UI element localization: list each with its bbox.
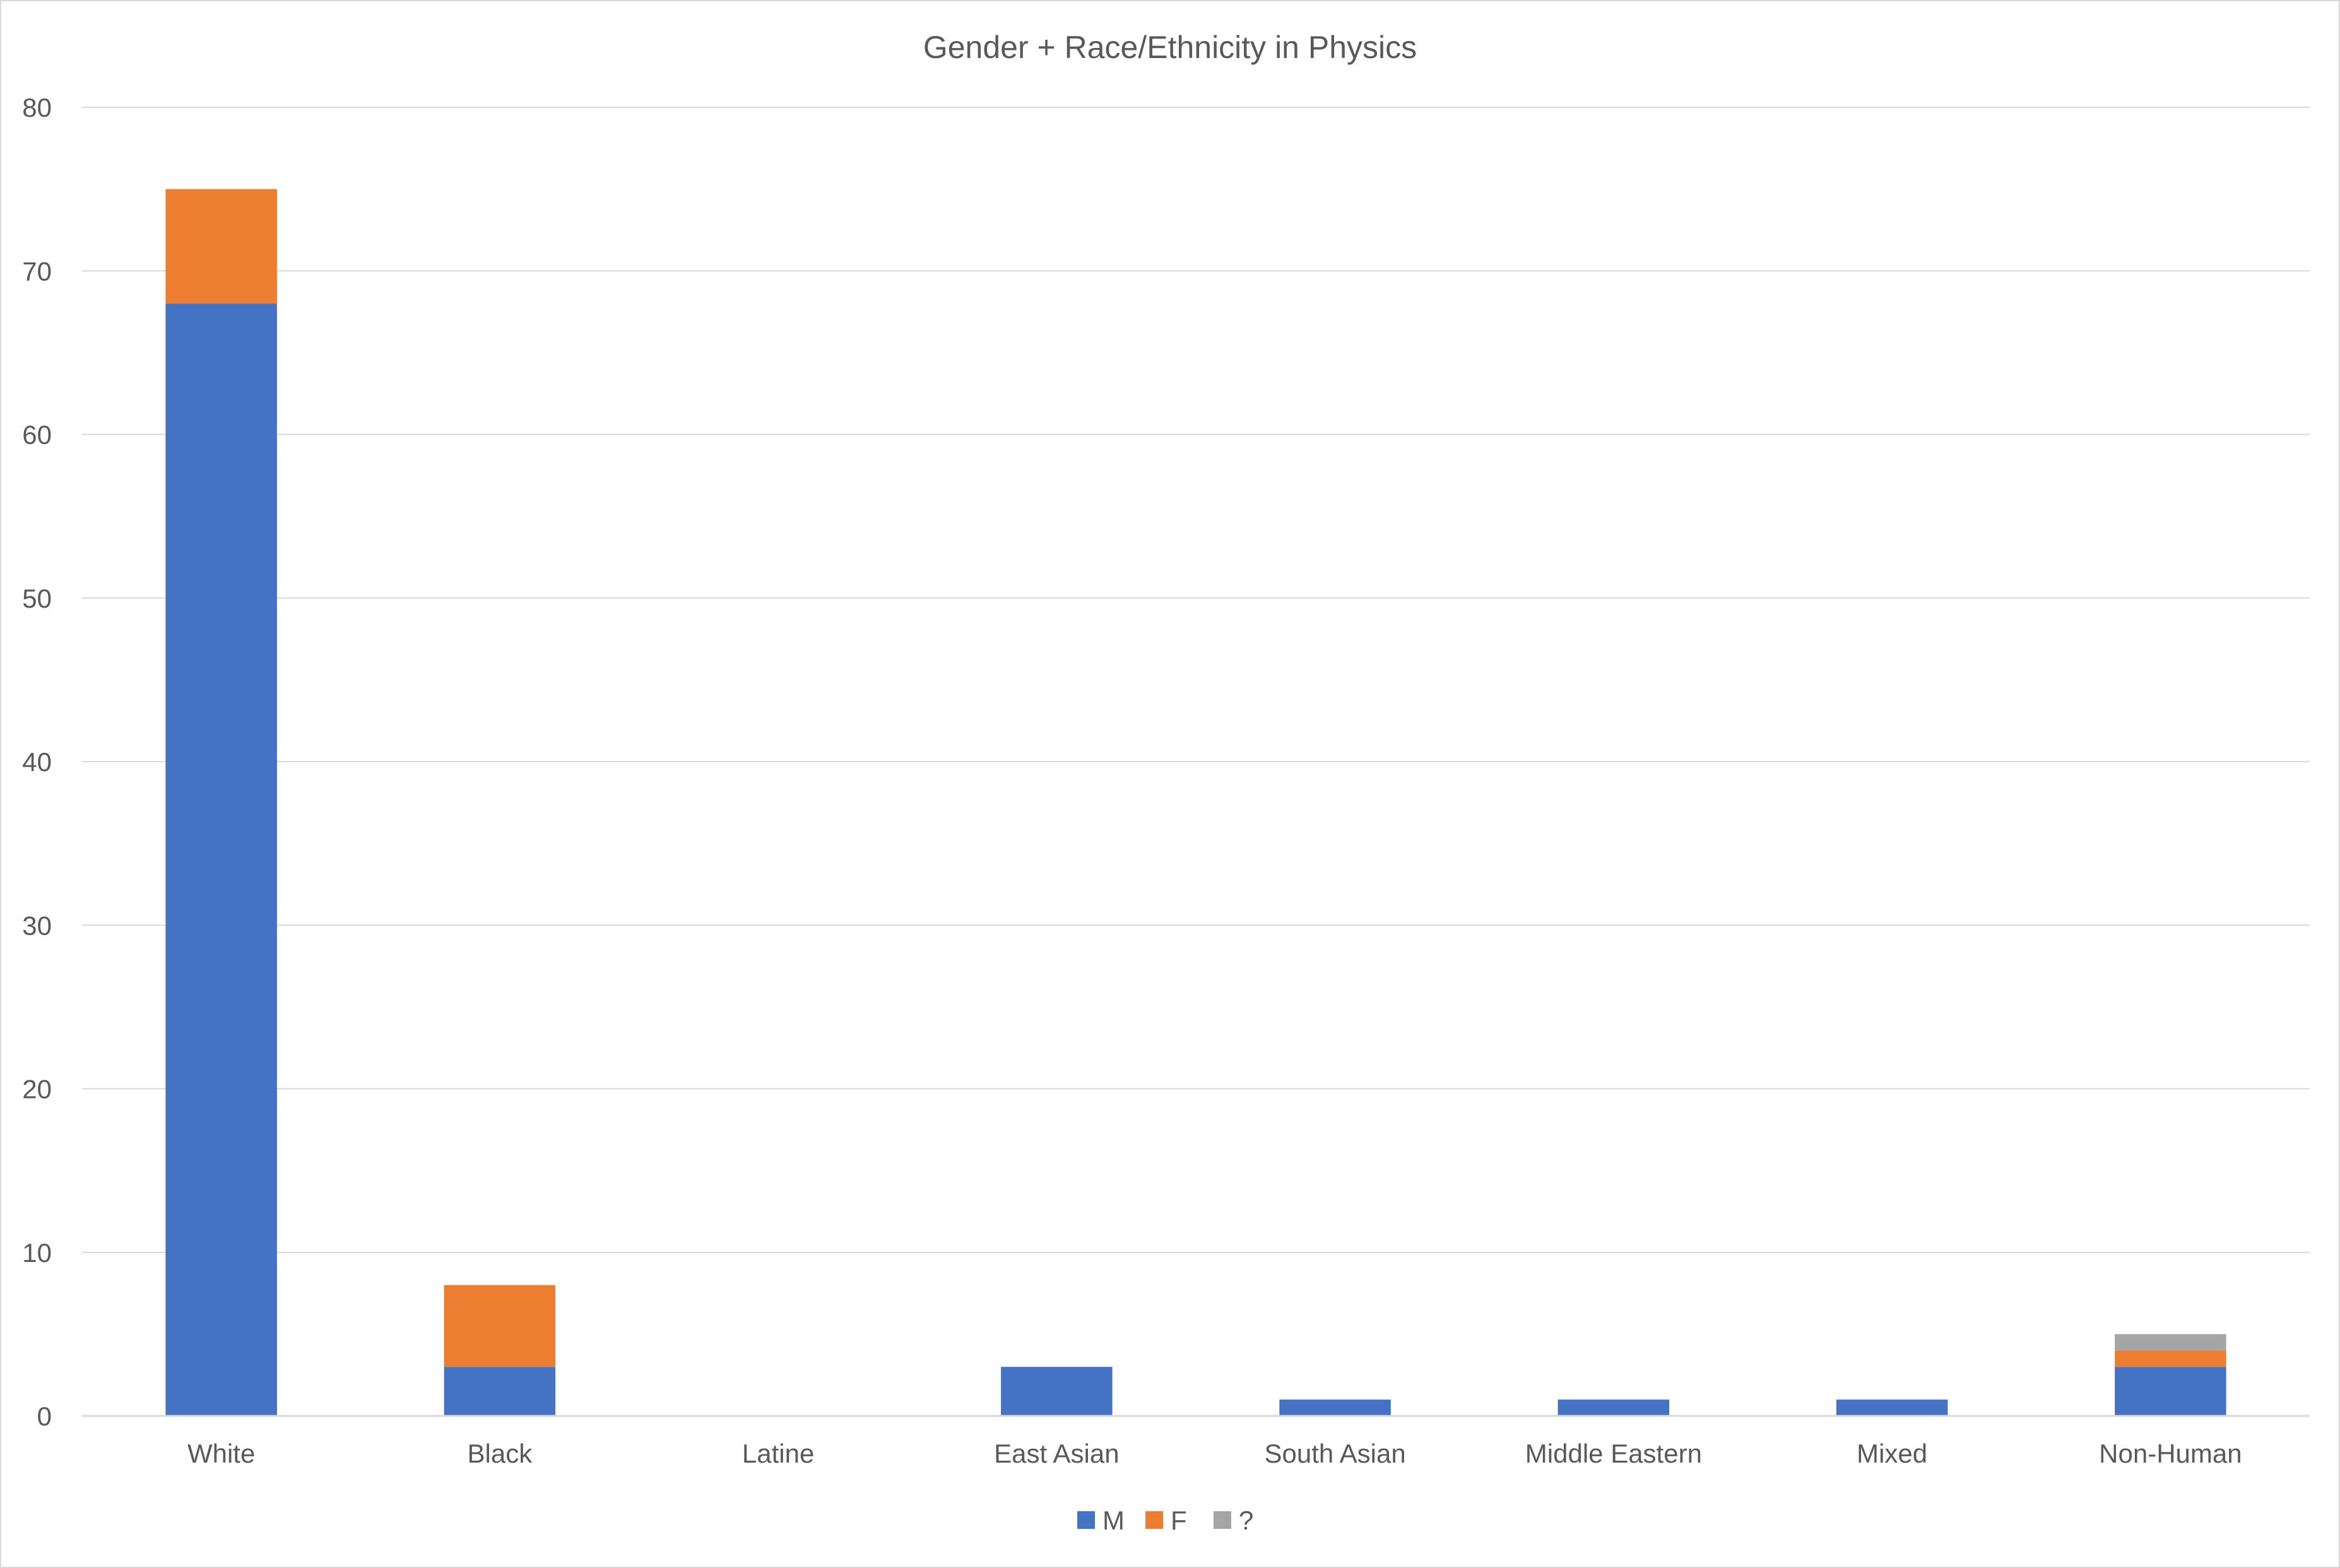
bar-segment: [165, 304, 277, 1417]
y-tick-label: 10: [22, 1238, 52, 1268]
bar-segment: [444, 1367, 556, 1416]
x-category-label: Middle Eastern: [1525, 1439, 1702, 1468]
chart-title: Gender + Race/Ethnicity in Physics: [923, 30, 1417, 65]
y-tick-label: 80: [22, 93, 52, 122]
x-category-label: South Asian: [1265, 1439, 1406, 1468]
legend-label: M: [1102, 1506, 1125, 1535]
bar-segment: [2115, 1367, 2226, 1416]
x-category-label: Black: [468, 1439, 533, 1468]
x-category-label: Non-Human: [2099, 1439, 2242, 1468]
bar-segment: [2115, 1350, 2226, 1367]
y-tick-label: 0: [37, 1401, 52, 1431]
x-axis-labels: White Black Latine East Asian South Asian Mid…: [187, 1439, 2242, 1468]
bar-segment: [1279, 1400, 1391, 1416]
bar-segment: [2115, 1334, 2226, 1351]
legend-label: ?: [1239, 1506, 1253, 1535]
y-tick-label: 20: [22, 1075, 52, 1104]
bar-segment: [1001, 1367, 1113, 1416]
legend-swatch: [1077, 1511, 1095, 1529]
y-axis-ticks: 0 10 20 30 40 50 60 70 80: [22, 93, 52, 1431]
legend-swatch: [1214, 1511, 1231, 1529]
gridlines: [82, 107, 2310, 1253]
x-category-label: White: [187, 1439, 255, 1468]
bar-segment: [444, 1285, 556, 1367]
bar-segment: [1836, 1400, 1948, 1416]
x-category-label: Mixed: [1857, 1439, 1927, 1468]
legend-label: F: [1171, 1506, 1187, 1535]
bars: [165, 189, 2226, 1417]
y-tick-label: 50: [22, 584, 52, 613]
x-category-label: East Asian: [994, 1439, 1119, 1468]
x-category-label: Latine: [742, 1439, 814, 1468]
legend-swatch: [1145, 1511, 1163, 1529]
y-tick-label: 30: [22, 911, 52, 940]
y-tick-label: 70: [22, 256, 52, 286]
bar-segment: [165, 189, 277, 304]
y-tick-label: 60: [22, 420, 52, 450]
bar-segment: [1557, 1400, 1670, 1416]
y-tick-label: 40: [22, 747, 52, 777]
legend: M F?: [1077, 1506, 1253, 1535]
